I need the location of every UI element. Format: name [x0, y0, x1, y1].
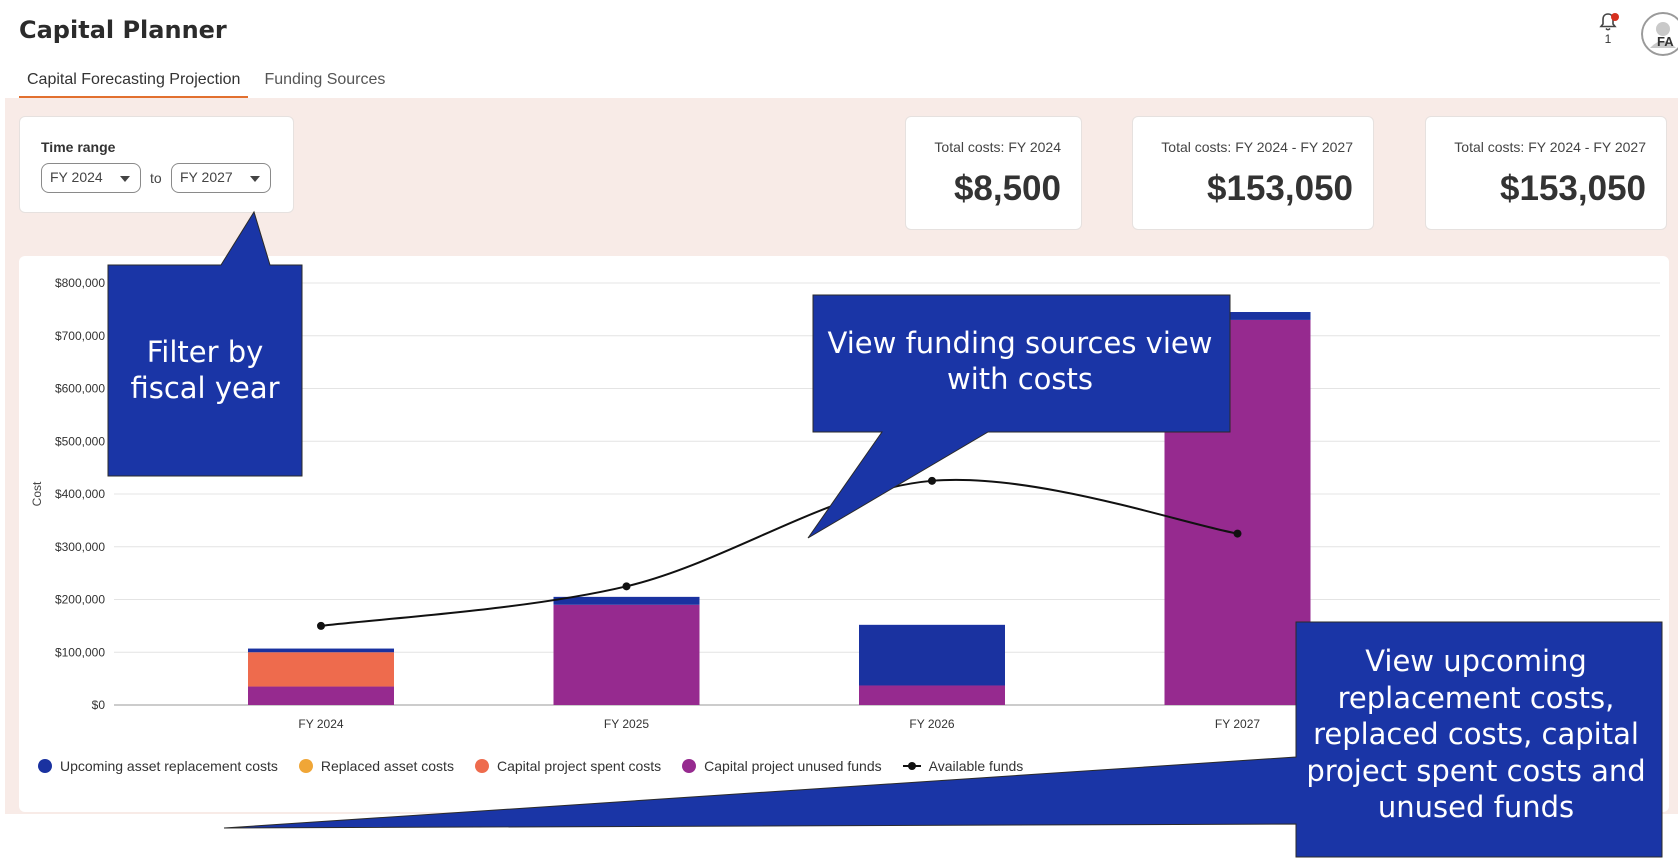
caret-down-icon [120, 176, 130, 182]
chart-legend: Upcoming asset replacement costs Replace… [38, 756, 1044, 776]
time-range-to-label: to [150, 170, 162, 186]
legend-label: Available funds [928, 758, 1024, 774]
legend-dot [474, 759, 489, 773]
bar-segment-upcoming [1164, 312, 1311, 320]
y-tick-label: $400,000 [55, 487, 105, 501]
bar-segment-upcoming [553, 596, 700, 605]
y-tick-label: $300,000 [55, 540, 105, 554]
bar-segment-unused [553, 604, 700, 705]
callout-funding-shape [807, 294, 1231, 539]
bar-segment-unused [248, 686, 394, 705]
callout-filter-text: Filter by fiscal year [130, 335, 280, 406]
legend-label: Replaced asset costs [320, 758, 454, 774]
tab-bar: Capital Forecasting Projection Funding S… [19, 68, 393, 98]
kpi-label: Total costs: FY 2024 - FY 2027 [1161, 139, 1353, 155]
y-tick-label: $600,000 [55, 382, 105, 396]
time-range-from-select[interactable]: FY 2024 [41, 163, 141, 193]
time-range-label: Time range [41, 139, 116, 155]
time-range-to-select[interactable]: FY 2027 [171, 163, 271, 193]
time-range-card: Time range FY 2024 to FY 2027 [19, 116, 294, 213]
bar-segment-spent [248, 652, 394, 687]
kpi-card-range: Total costs: FY 2024 - FY 2027 $153,050 [1132, 116, 1374, 230]
x-tick-label: FY 2026 [909, 717, 954, 731]
kpi-label: Total costs: FY 2024 - FY 2027 [1454, 139, 1646, 155]
legend-item-replaced[interactable]: Replaced asset costs [298, 758, 454, 774]
legend-line-marker [902, 761, 921, 771]
y-tick-label: $0 [92, 698, 106, 712]
kpi-value: $8,500 [953, 169, 1061, 208]
x-tick-label: FY 2027 [1215, 717, 1260, 731]
kpi-card-range-2: Total costs: FY 2024 - FY 2027 $153,050 [1425, 116, 1667, 230]
user-silhouette-icon [1641, 12, 1678, 56]
notification-count: 1 [1604, 32, 1612, 46]
legend-item-unused[interactable]: Capital project unused funds [682, 758, 882, 774]
legend-dot [38, 759, 52, 773]
legend-label: Upcoming asset replacement costs [60, 758, 278, 774]
y-tick-label: $200,000 [55, 593, 105, 607]
legend-label: Capital project spent costs [496, 758, 662, 774]
page-title: Capital Planner [19, 16, 227, 44]
x-tick-label: FY 2024 [298, 717, 343, 731]
callout-costs-text: View upcoming replacement costs, replace… [1306, 644, 1646, 825]
kpi-value: $153,050 [1207, 169, 1353, 208]
callout-funding-text: View funding sources view with costs [827, 326, 1213, 397]
available-funds-point [928, 476, 936, 485]
avatar[interactable]: FA [1641, 12, 1678, 56]
legend-dot [298, 759, 313, 773]
notifications-button[interactable]: 1 [1596, 12, 1620, 52]
tab-funding-sources[interactable]: Funding Sources [264, 71, 386, 88]
y-tick-label: $500,000 [55, 434, 105, 448]
available-funds-point [317, 621, 325, 630]
bar-segment-upcoming [859, 624, 1005, 686]
y-tick-label: $700,000 [55, 329, 105, 343]
legend-item-available[interactable]: Available funds [902, 758, 1024, 774]
callout-costs-shape [223, 621, 1663, 858]
available-funds-point [1233, 529, 1242, 538]
avatar-initials: FA [1657, 34, 1674, 49]
caret-down-icon [250, 176, 260, 182]
available-funds-point [622, 582, 631, 591]
available-funds-line [320, 478, 1238, 627]
bar-segment-unused [859, 685, 1005, 705]
time-range-from-value: FY 2024 [50, 169, 103, 185]
kpi-label: Total costs: FY 2024 [934, 139, 1061, 155]
legend-dot [682, 759, 697, 773]
legend-item-spent[interactable]: Capital project spent costs [474, 758, 662, 774]
kpi-card-fy2024: Total costs: FY 2024 $8,500 [905, 116, 1082, 230]
callout-filter-shape [107, 210, 303, 477]
y-tick-label: $100,000 [55, 645, 105, 659]
x-tick-label: FY 2025 [604, 717, 649, 731]
kpi-value: $153,050 [1500, 169, 1646, 208]
legend-label: Capital project unused funds [704, 758, 882, 774]
tab-capital-forecasting-projection[interactable]: Capital Forecasting Projection [19, 68, 249, 98]
y-axis-label: Cost [30, 481, 44, 506]
notification-dot [1611, 13, 1619, 21]
bar-segment-upcoming [248, 648, 394, 653]
time-range-to-value: FY 2027 [180, 169, 233, 185]
capital-forecast-chart: $0 $100,000 $200,000 $300,000 $400,000 $500,0… [30, 276, 1660, 731]
legend-item-upcoming[interactable]: Upcoming asset replacement costs [38, 758, 278, 774]
y-tick-label: $800,000 [55, 276, 105, 290]
